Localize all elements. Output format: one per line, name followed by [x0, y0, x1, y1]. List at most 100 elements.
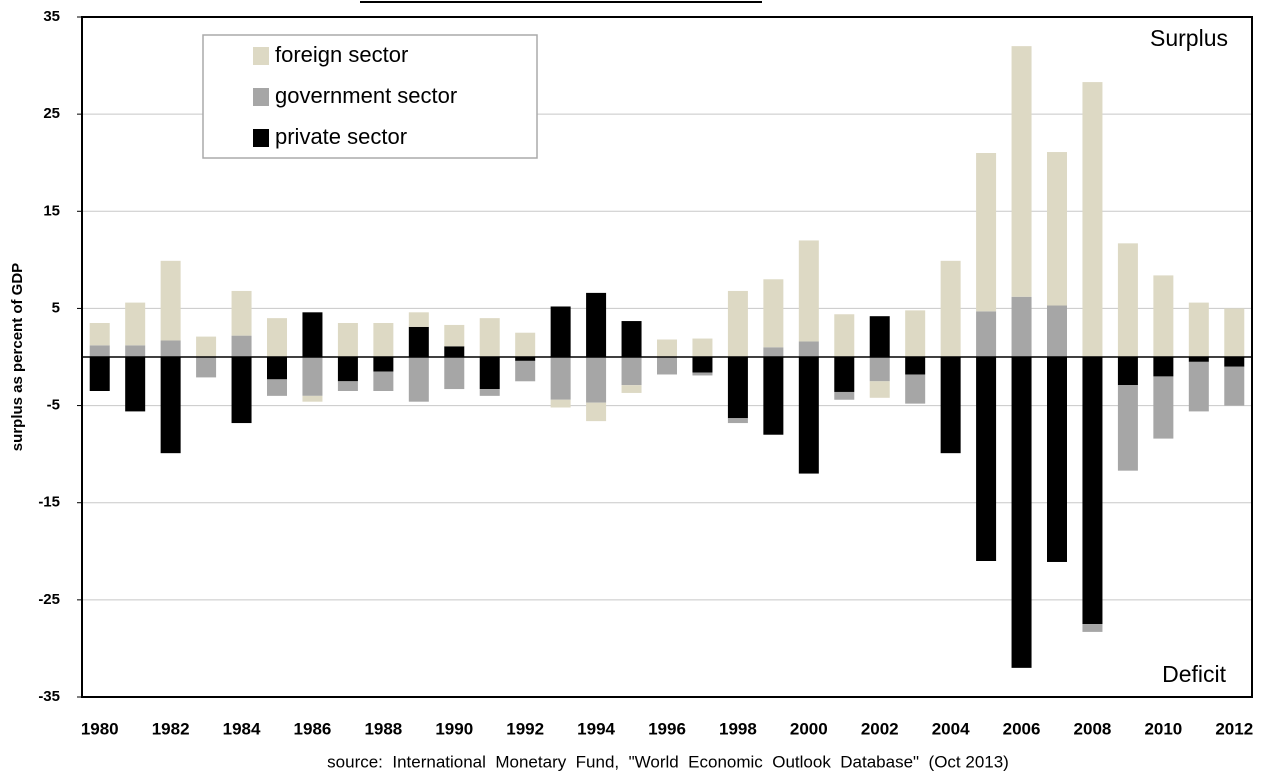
bar-segment	[763, 279, 784, 348]
bar-segment	[1047, 152, 1067, 306]
bar-segment	[976, 153, 997, 312]
bar-segment	[267, 318, 287, 357]
legend-swatch	[253, 88, 269, 106]
bar-segment	[337, 323, 358, 357]
bar-segment	[267, 357, 287, 380]
bar-segment	[1011, 46, 1032, 297]
bar-segment	[834, 391, 855, 400]
bar-segment	[798, 240, 819, 342]
bar-segment	[692, 357, 713, 373]
bar-segment	[373, 323, 394, 357]
bar-segment	[1047, 357, 1067, 562]
bar-segment	[586, 402, 607, 422]
bar-segment	[125, 345, 146, 357]
y-tick-label: -5	[47, 397, 60, 414]
bar-segment	[727, 357, 748, 419]
bar-segment	[763, 357, 784, 435]
y-tick-label: 5	[52, 299, 60, 316]
bar-segment	[550, 399, 571, 408]
bar-segment	[621, 357, 642, 386]
bar-segment	[160, 340, 181, 357]
bar-segment	[550, 357, 571, 400]
bar-segment	[479, 318, 500, 357]
bar-segment	[1153, 357, 1174, 377]
bar-segment	[337, 357, 358, 382]
bar-segment	[1082, 82, 1103, 357]
plot-frame	[81, 16, 1253, 698]
y-tick-label: 25	[43, 105, 60, 122]
y-axis-label: surplus as percent of GDP	[9, 263, 26, 451]
bar-segment	[834, 357, 855, 392]
x-tick-label: 2012	[1215, 719, 1253, 738]
x-tick-label: 1982	[152, 719, 190, 738]
bar-segment	[337, 381, 358, 391]
bar-segment	[550, 306, 571, 357]
bar-segment	[1153, 275, 1174, 357]
x-tick-label: 1980	[81, 719, 119, 738]
bar-segment	[1188, 302, 1209, 357]
bar-segment	[692, 372, 713, 376]
x-tick-label: 2010	[1144, 719, 1182, 738]
x-tick-label: 1990	[435, 719, 473, 738]
bar-segment	[479, 389, 500, 396]
bar-segment	[1011, 296, 1032, 357]
legend-swatch	[253, 47, 269, 65]
legend-swatch	[253, 129, 269, 147]
bar-segment	[515, 332, 536, 357]
legend: foreign sector government sector private s…	[202, 34, 538, 159]
bar-segment	[1117, 243, 1138, 357]
x-tick-label: 2004	[932, 719, 970, 738]
x-tick-label: 1994	[577, 719, 615, 738]
bar-segment	[125, 302, 146, 346]
bar-segment	[621, 321, 642, 357]
bar-segment	[196, 357, 217, 378]
bar-segment	[302, 357, 323, 396]
legend-label: private sector	[275, 124, 407, 149]
bar-segment	[976, 357, 997, 561]
x-tick-label: 2008	[1074, 719, 1112, 738]
bar-segment	[763, 347, 784, 357]
bar-segment	[231, 335, 252, 357]
bar-segment	[798, 341, 819, 357]
bar-segment	[586, 357, 607, 403]
bar-segment	[869, 357, 890, 382]
bar-segment	[869, 381, 890, 398]
bar-segment	[727, 418, 748, 424]
bar-segment	[89, 323, 110, 346]
x-tick-label: 1998	[719, 719, 757, 738]
bar-segment	[1188, 357, 1209, 362]
bar-segment	[408, 326, 429, 357]
x-tick-label: 1984	[223, 719, 261, 738]
bar-segment	[586, 292, 607, 357]
bar-segment	[1224, 357, 1245, 367]
bar-segment	[1224, 308, 1245, 357]
bar-segment	[479, 357, 500, 390]
bar-segment	[869, 316, 890, 357]
bar-segment	[1011, 357, 1032, 668]
bar-segment	[444, 357, 465, 390]
bar-segment	[408, 312, 429, 327]
bar-segment	[834, 314, 855, 357]
legend-label: foreign sector	[275, 42, 408, 67]
bar-segment	[976, 311, 997, 357]
bar-segment	[373, 357, 394, 372]
bar-segment	[657, 339, 677, 357]
bar-segment	[302, 395, 323, 402]
bar-segment	[515, 360, 536, 382]
bar-segment	[89, 345, 110, 357]
y-tick-label: -15	[38, 494, 60, 511]
annotation: Deficit	[1162, 661, 1227, 687]
bar-segment	[160, 260, 181, 341]
bar-segment	[940, 357, 961, 454]
y-tick-label: 15	[43, 202, 60, 219]
bar-segment	[408, 357, 429, 402]
bar-segment	[515, 357, 536, 361]
bar-segment	[444, 346, 465, 357]
bar-segment	[302, 312, 323, 357]
bar-segment	[621, 385, 642, 393]
bar-segment	[940, 260, 961, 357]
bar-segment	[798, 357, 819, 474]
bar-segment	[196, 336, 217, 357]
bar-segment	[1117, 385, 1138, 471]
